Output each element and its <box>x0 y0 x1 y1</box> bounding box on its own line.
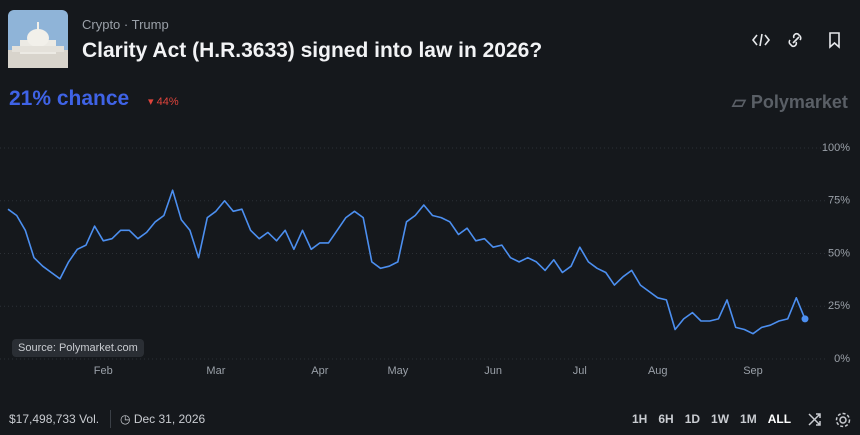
volume: $17,498,733 Vol. <box>9 412 100 426</box>
actions <box>751 32 840 49</box>
bookmark-icon[interactable] <box>829 32 840 49</box>
price-line <box>7 189 806 335</box>
y-tick-label: 75% <box>828 195 850 207</box>
change-value: 44% <box>156 96 179 108</box>
tag[interactable]: Crypto <box>82 17 121 32</box>
x-tick-label: May <box>387 365 408 377</box>
end-date-text: Dec 31, 2026 <box>133 412 206 426</box>
divider <box>110 410 111 428</box>
link-icon[interactable] <box>788 32 802 48</box>
range-button[interactable]: 1D <box>684 412 701 426</box>
range-button[interactable]: 1H <box>632 412 648 426</box>
x-tick-label: Mar <box>206 365 225 377</box>
source: Source: Polymarket.com <box>12 339 144 357</box>
tags: Crypto · Trump <box>82 17 169 32</box>
range-button[interactable]: 6H <box>658 412 674 426</box>
brand-name: Polymarket <box>750 92 848 112</box>
y-tick-label: 0% <box>834 353 850 365</box>
x-tick-label: Sep <box>743 365 763 377</box>
x-tick-label: Jul <box>573 365 587 377</box>
x-tick-label: Jun <box>484 365 502 377</box>
range-button[interactable]: 1W <box>711 412 730 426</box>
brand: ▱ Polymarket <box>732 92 848 112</box>
range-button[interactable]: 1M <box>740 412 757 426</box>
controls <box>808 412 851 428</box>
range-button[interactable]: ALL <box>767 412 792 426</box>
x-tick-label: Feb <box>94 365 113 377</box>
change: ▾ 44% <box>148 96 179 108</box>
market-title: Clarity Act (H.R.3633) signed into law i… <box>82 39 543 62</box>
end-date: ◷ Dec 31, 2026 <box>120 412 206 426</box>
current-point <box>801 315 809 323</box>
chance: 21% chance <box>9 87 130 110</box>
embed-icon[interactable] <box>751 33 771 47</box>
market-image <box>8 10 68 68</box>
settings-icon[interactable] <box>839 416 847 424</box>
range-buttons: 1H 6H 1D 1W 1M ALL <box>632 412 802 426</box>
y-tick-label: 25% <box>828 300 850 312</box>
x-tick-label: Aug <box>648 365 668 377</box>
tag[interactable]: Trump <box>131 17 169 32</box>
y-tick-label: 100% <box>822 142 850 154</box>
y-tick-label: 50% <box>828 247 850 259</box>
shuffle-icon[interactable] <box>808 413 821 426</box>
x-tick-label: Apr <box>311 365 328 377</box>
